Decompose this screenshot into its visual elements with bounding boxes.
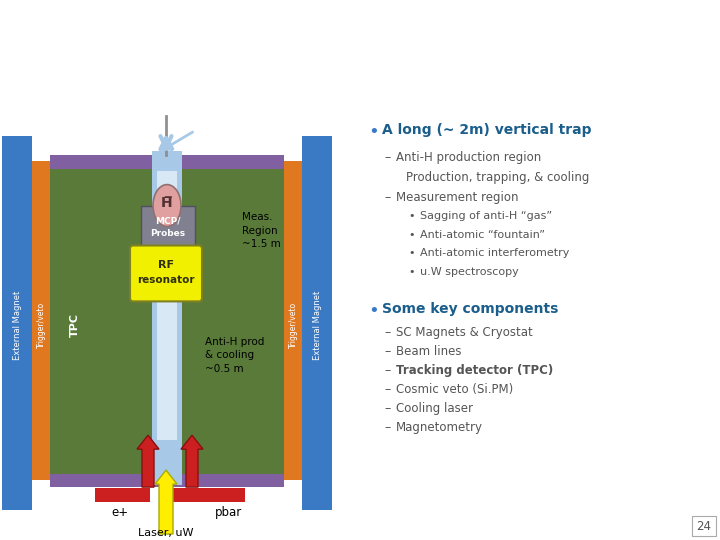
Text: Magnetometry: Magnetometry (396, 421, 483, 434)
Text: Cosmic veto (Si.PM): Cosmic veto (Si.PM) (396, 383, 513, 396)
FancyBboxPatch shape (157, 171, 177, 440)
FancyBboxPatch shape (284, 160, 302, 480)
Text: External Magnet: External Magnet (312, 291, 322, 360)
Text: •: • (368, 302, 379, 320)
FancyBboxPatch shape (95, 488, 150, 502)
Text: –: – (384, 326, 390, 339)
Text: Internal coils
&cryostat: Internal coils &cryostat (156, 3, 233, 33)
Text: ✱ TRIUMF: ✱ TRIUMF (14, 22, 79, 35)
Text: –: – (384, 383, 390, 396)
Text: •: • (408, 211, 415, 220)
FancyBboxPatch shape (141, 206, 195, 247)
Text: TPC: TPC (70, 313, 80, 338)
Text: Beam lines: Beam lines (396, 345, 462, 359)
Text: •: • (368, 123, 379, 141)
Text: u.W spectroscopy: u.W spectroscopy (420, 267, 518, 278)
Text: Tracking detector (TPC): Tracking detector (TPC) (396, 364, 553, 377)
Text: –: – (384, 191, 390, 204)
FancyBboxPatch shape (179, 160, 284, 480)
Text: External Magnet: External Magnet (12, 291, 22, 360)
FancyBboxPatch shape (50, 154, 284, 168)
FancyBboxPatch shape (32, 160, 50, 480)
Text: Probes: Probes (150, 229, 186, 238)
FancyArrow shape (137, 435, 159, 487)
Text: Trigger/veto: Trigger/veto (37, 302, 45, 348)
FancyArrow shape (155, 470, 177, 534)
Text: –: – (384, 345, 390, 359)
Text: e+: e+ (112, 505, 129, 518)
Text: Measurement region: Measurement region (396, 191, 518, 204)
FancyArrow shape (181, 435, 203, 487)
FancyBboxPatch shape (152, 151, 182, 485)
Text: SC Magnets & Cryostat: SC Magnets & Cryostat (396, 326, 533, 339)
Text: Anti-atomic “fountain”: Anti-atomic “fountain” (420, 230, 545, 240)
Text: Cooling laser: Cooling laser (396, 402, 473, 415)
FancyBboxPatch shape (692, 516, 716, 536)
Text: •: • (408, 248, 415, 259)
Text: 24: 24 (696, 519, 711, 532)
Text: –: – (384, 421, 390, 434)
FancyBboxPatch shape (302, 136, 332, 510)
Text: –: – (384, 402, 390, 415)
FancyBboxPatch shape (2, 136, 32, 510)
Text: MCP/: MCP/ (156, 216, 181, 225)
Text: A long (~ 2m) vertical trap: A long (~ 2m) vertical trap (382, 123, 592, 137)
Text: Laser, uW: Laser, uW (138, 528, 194, 538)
Text: –: – (384, 364, 390, 377)
Text: Production, trapping, & cooling: Production, trapping, & cooling (406, 171, 590, 184)
Text: Anti-atomic interferometry: Anti-atomic interferometry (420, 248, 570, 259)
Text: RF: RF (158, 260, 174, 271)
Text: Anti-H production region: Anti-H production region (396, 151, 541, 164)
Text: Some key components: Some key components (382, 302, 559, 316)
Text: Meas.
Region
~1.5 m: Meas. Region ~1.5 m (242, 212, 281, 249)
FancyBboxPatch shape (130, 246, 202, 301)
Text: pbar: pbar (215, 505, 242, 518)
FancyBboxPatch shape (50, 474, 284, 487)
Text: •: • (408, 230, 415, 240)
Text: Experimental Concept: Experimental Concept (490, 61, 713, 79)
Text: •: • (408, 267, 415, 278)
Text: Anti-H prod
& cooling
~0.5 m: Anti-H prod & cooling ~0.5 m (205, 337, 264, 374)
Text: Sagging of anti-H “gas”: Sagging of anti-H “gas” (420, 211, 552, 220)
Text: Trigger/veto: Trigger/veto (289, 302, 297, 348)
Text: resonator: resonator (138, 275, 194, 286)
Ellipse shape (153, 185, 181, 226)
Text: ALPHA-g: ALPHA-g (577, 3, 713, 31)
FancyBboxPatch shape (50, 160, 155, 480)
Text: H̅: H̅ (161, 195, 173, 210)
Text: –: – (384, 151, 390, 164)
FancyBboxPatch shape (170, 488, 245, 502)
